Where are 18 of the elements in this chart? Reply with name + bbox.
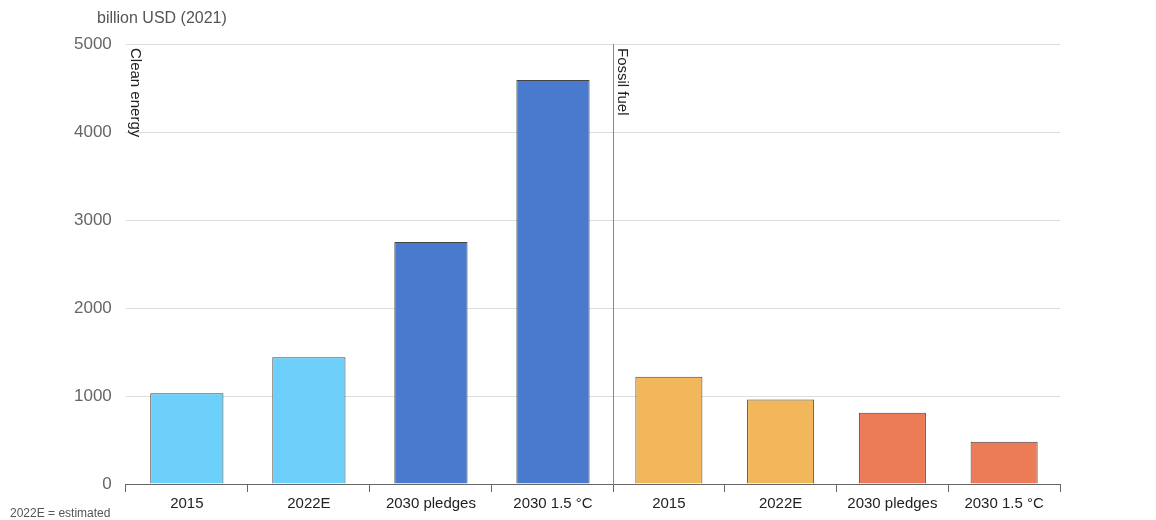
y-tick-label: 2000 xyxy=(73,297,112,317)
x-tick-label: 2015 xyxy=(170,494,204,512)
annotation: Clean energy xyxy=(128,48,146,138)
y-axis-title: billion USD (2021) xyxy=(97,9,227,26)
x-tick-label: 2030 pledges xyxy=(847,494,938,512)
y-tick-label: 4000 xyxy=(73,121,112,141)
x-tick-label: 2015 xyxy=(652,494,686,512)
annotation: Fossil fuel xyxy=(615,48,633,116)
x-tick-label: 2022E xyxy=(758,494,803,512)
y-tick-label: 5000 xyxy=(73,33,112,53)
text: 2022E = estimated xyxy=(10,506,111,520)
y-tick-label: 1000 xyxy=(73,385,112,405)
x-tick-label: 2030 1.5 °C xyxy=(513,494,593,512)
y-tick-label: 0 xyxy=(102,473,112,493)
x-tick-label: 2030 1.5 °C xyxy=(964,494,1044,512)
x-tick-label: 2022E xyxy=(287,494,331,512)
x-tick-label: 2030 pledges xyxy=(385,494,476,512)
y-tick-label: 3000 xyxy=(73,209,112,229)
